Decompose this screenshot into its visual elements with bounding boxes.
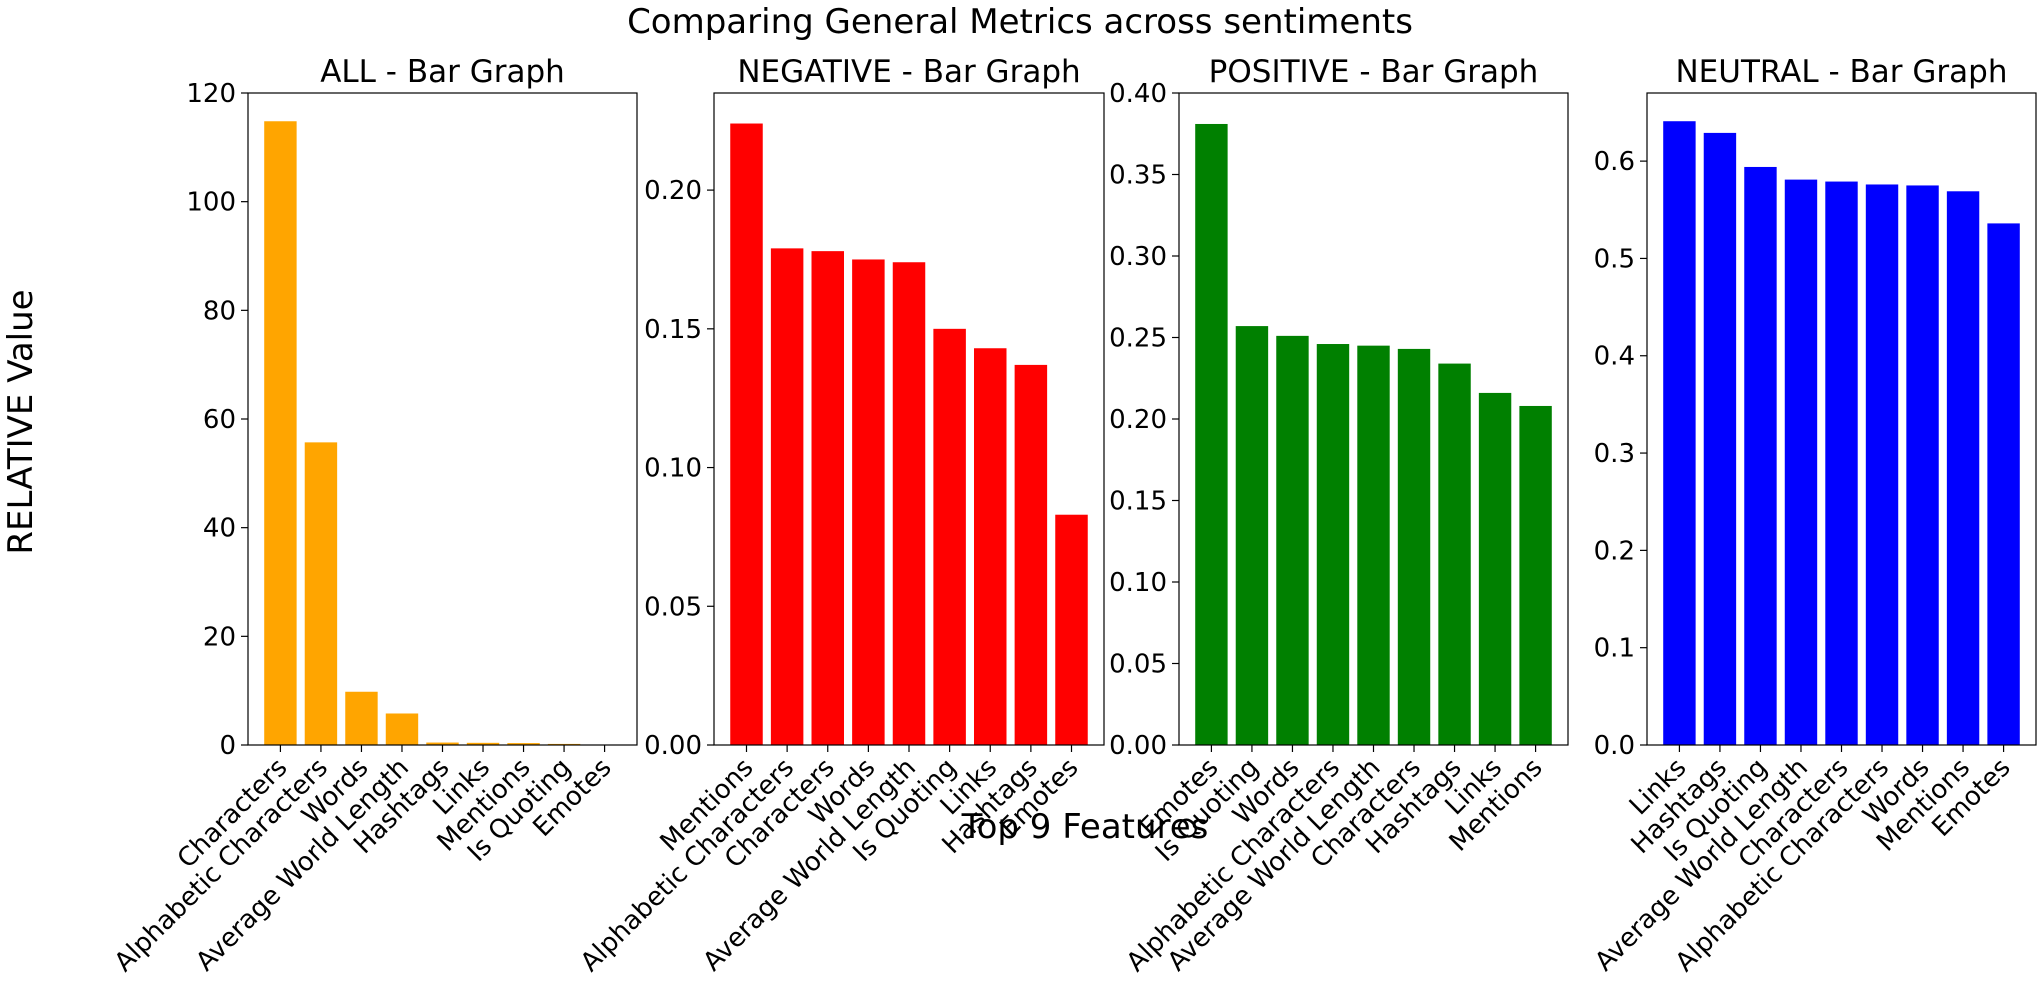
bar: [933, 328, 966, 745]
bar: [1357, 345, 1390, 745]
y-tick-label: 0.00: [1109, 731, 1167, 761]
y-tick-label: 60: [203, 405, 236, 435]
bar: [1744, 166, 1777, 746]
y-tick-label: 0.2: [1594, 536, 1635, 566]
bar: [811, 251, 844, 745]
bar: [264, 121, 297, 745]
panel-title: ALL - Bar Graph: [320, 54, 565, 90]
bar: [1784, 179, 1818, 745]
y-tick-label: 0.10: [1109, 568, 1167, 598]
y-tick-label: 0.15: [1109, 487, 1167, 517]
y-tick-label: 0.00: [644, 731, 702, 761]
bar: [345, 691, 378, 745]
y-tick-label: 20: [203, 622, 236, 652]
bar: [770, 248, 804, 745]
y-tick-label: 0.25: [1109, 324, 1167, 354]
y-tick-label: 80: [203, 296, 236, 326]
chart-panel: NEGATIVE - Bar Graph 0.00 0.05 0.10 0.15 0.20…: [575, 54, 1105, 978]
bar: [1397, 348, 1431, 745]
figure-xlabel: Top 9 Features: [961, 807, 1209, 847]
bar: [507, 743, 540, 745]
y-tick-label: 0.20: [1109, 405, 1167, 435]
bar: [466, 742, 500, 745]
y-tick-label: 120: [186, 79, 236, 109]
bar: [1478, 392, 1512, 745]
y-tick-label: 0.05: [1109, 650, 1167, 680]
bar: [1906, 185, 1939, 745]
y-tick-label: 0.0: [1594, 731, 1635, 761]
bar: [304, 442, 338, 745]
y-tick-label: 0.30: [1109, 242, 1167, 272]
y-tick-label: 40: [203, 514, 236, 544]
y-tick-label: 0.40: [1109, 79, 1167, 109]
bar: [1519, 405, 1552, 745]
bar: [852, 259, 885, 745]
chart-panel: ALL - Bar Graph020406080100120Characters…: [109, 54, 638, 978]
y-tick-label: 0.5: [1594, 244, 1635, 274]
bar: [426, 742, 459, 745]
y-tick-label: 0.1: [1594, 634, 1635, 664]
bar: [1014, 364, 1048, 745]
bar: [385, 713, 419, 745]
figure-ylabel: RELATIVE Value: [1, 289, 41, 554]
y-tick-label: 0.20: [644, 176, 702, 206]
bar: [1276, 335, 1309, 745]
bar: [1946, 191, 1980, 745]
bar: [974, 348, 1007, 745]
y-tick-label: 0.6: [1594, 147, 1635, 177]
bar: [892, 262, 926, 745]
bar: [1663, 121, 1696, 746]
chart-panel: NEUTRAL - Bar Graph 0.0 0.1 0.2 0.3 0.4 0.5 0.6…: [1589, 54, 2037, 978]
bar: [1438, 363, 1471, 745]
y-tick-label: 0.15: [644, 315, 702, 345]
bar: [1316, 344, 1350, 745]
y-tick-label: 0.10: [644, 454, 702, 484]
y-tick-label: 0.35: [1109, 161, 1167, 191]
panel-title: NEGATIVE - Bar Graph: [737, 54, 1080, 90]
bar: [1865, 184, 1899, 746]
figure-title: Comparing General Metrics across sentime…: [627, 2, 1413, 42]
bar: [1235, 326, 1269, 745]
panel-title: NEUTRAL - Bar Graph: [1675, 54, 2007, 90]
y-tick-label: 100: [186, 188, 236, 218]
bar: [730, 123, 763, 745]
x-tick-label: Alphabetic Characters: [575, 753, 800, 978]
bar: [1825, 181, 1858, 745]
y-tick-label: 0: [219, 731, 236, 761]
bar: [1987, 223, 2020, 745]
y-tick-label: 0.4: [1594, 342, 1635, 372]
panel-title: POSITIVE - Bar Graph: [1209, 54, 1539, 90]
y-tick-label: 0.05: [644, 592, 702, 622]
bar: [1195, 123, 1228, 746]
y-tick-label: 0.3: [1594, 439, 1635, 469]
bar: [1055, 514, 1088, 745]
bar: [1703, 132, 1737, 746]
